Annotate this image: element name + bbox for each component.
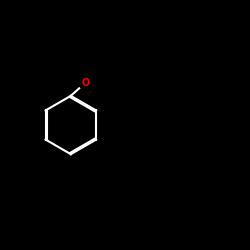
Text: O: O [81,78,90,88]
